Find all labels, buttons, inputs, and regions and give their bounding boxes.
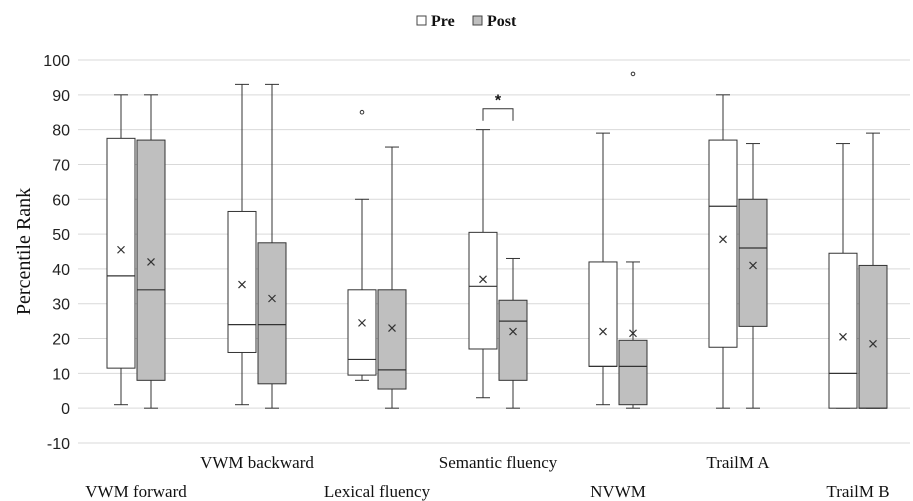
mean-marker bbox=[869, 339, 877, 348]
box-pre bbox=[708, 94, 738, 409]
mean-marker bbox=[238, 280, 246, 289]
box-post bbox=[738, 143, 768, 409]
iqr-box bbox=[136, 139, 166, 381]
y-tick-label: 50 bbox=[52, 227, 70, 244]
outlier-point bbox=[359, 109, 365, 115]
y-tick-label: 40 bbox=[52, 262, 70, 279]
category-label: TrailM A bbox=[706, 453, 770, 472]
box-post bbox=[618, 71, 648, 409]
category-label: TrailM B bbox=[826, 482, 889, 501]
mean-marker bbox=[719, 235, 727, 244]
iqr-box bbox=[618, 339, 648, 406]
category-label: NVWM bbox=[590, 482, 646, 501]
category-label: VWM forward bbox=[85, 482, 187, 501]
mean-marker bbox=[749, 261, 757, 270]
y-tick-label: 70 bbox=[52, 157, 70, 174]
iqr-box bbox=[468, 231, 498, 350]
box-post bbox=[136, 94, 166, 409]
box-pre bbox=[106, 94, 136, 406]
mean-marker bbox=[388, 324, 396, 333]
legend-swatch bbox=[472, 15, 483, 26]
mean-marker bbox=[147, 258, 155, 266]
iqr-box bbox=[257, 242, 287, 385]
iqr-box bbox=[227, 210, 257, 353]
mean-marker bbox=[839, 332, 847, 341]
box-post bbox=[377, 146, 407, 409]
y-tick-label: -10 bbox=[47, 436, 70, 453]
y-tick-label: 60 bbox=[52, 192, 70, 209]
legend-label: Post bbox=[487, 13, 517, 30]
mean-marker bbox=[358, 318, 366, 327]
legend-label: Pre bbox=[431, 13, 455, 30]
mean-marker bbox=[117, 245, 125, 254]
mean-marker bbox=[509, 327, 517, 336]
box-post bbox=[498, 257, 528, 409]
category-label: VWM backward bbox=[200, 453, 314, 472]
category-label: Lexical fluency bbox=[324, 482, 431, 501]
significance-marker: * bbox=[495, 93, 502, 110]
iqr-box bbox=[708, 139, 738, 348]
mean-marker bbox=[599, 327, 607, 336]
box-pre bbox=[828, 143, 858, 409]
y-tick-label: 20 bbox=[52, 332, 70, 349]
y-tick-label: 80 bbox=[52, 123, 70, 140]
legend: Pre Post bbox=[416, 13, 517, 30]
outlier-point bbox=[630, 71, 636, 77]
annotations: * bbox=[482, 93, 514, 121]
mean-marker bbox=[268, 294, 276, 303]
y-tick-label: 30 bbox=[52, 297, 70, 314]
mean-marker bbox=[629, 329, 637, 338]
box-post bbox=[257, 83, 287, 409]
box-pre bbox=[588, 132, 618, 406]
mean-marker bbox=[479, 275, 487, 284]
y-tick-label: 10 bbox=[52, 366, 70, 383]
y-tick-label: 0 bbox=[61, 401, 70, 418]
significance-bracket bbox=[482, 108, 514, 121]
iqr-box bbox=[828, 252, 858, 409]
box-pre bbox=[227, 83, 257, 406]
iqr-box bbox=[377, 289, 407, 390]
iqr-box bbox=[738, 198, 768, 327]
y-axis-title: Percentile Rank bbox=[13, 188, 35, 315]
box-post bbox=[858, 132, 888, 409]
y-axis-ticks: -10 0 10 20 30 40 50 60 70 80 90 100 bbox=[43, 53, 70, 453]
iqr-box bbox=[106, 137, 136, 369]
y-tick-label: 100 bbox=[43, 53, 70, 70]
iqr-box bbox=[588, 261, 618, 367]
category-labels: VWM forward VWM backward Lexical fluency Se… bbox=[85, 453, 889, 501]
iqr-box bbox=[347, 289, 377, 376]
y-tick-label: 90 bbox=[52, 88, 70, 105]
category-label: Semantic fluency bbox=[439, 453, 558, 472]
iqr-box bbox=[498, 299, 528, 381]
legend-swatch bbox=[416, 15, 427, 26]
box-pre bbox=[468, 129, 498, 399]
iqr-box bbox=[858, 264, 888, 409]
box-plot-area bbox=[106, 71, 888, 409]
box-pre bbox=[347, 109, 377, 381]
